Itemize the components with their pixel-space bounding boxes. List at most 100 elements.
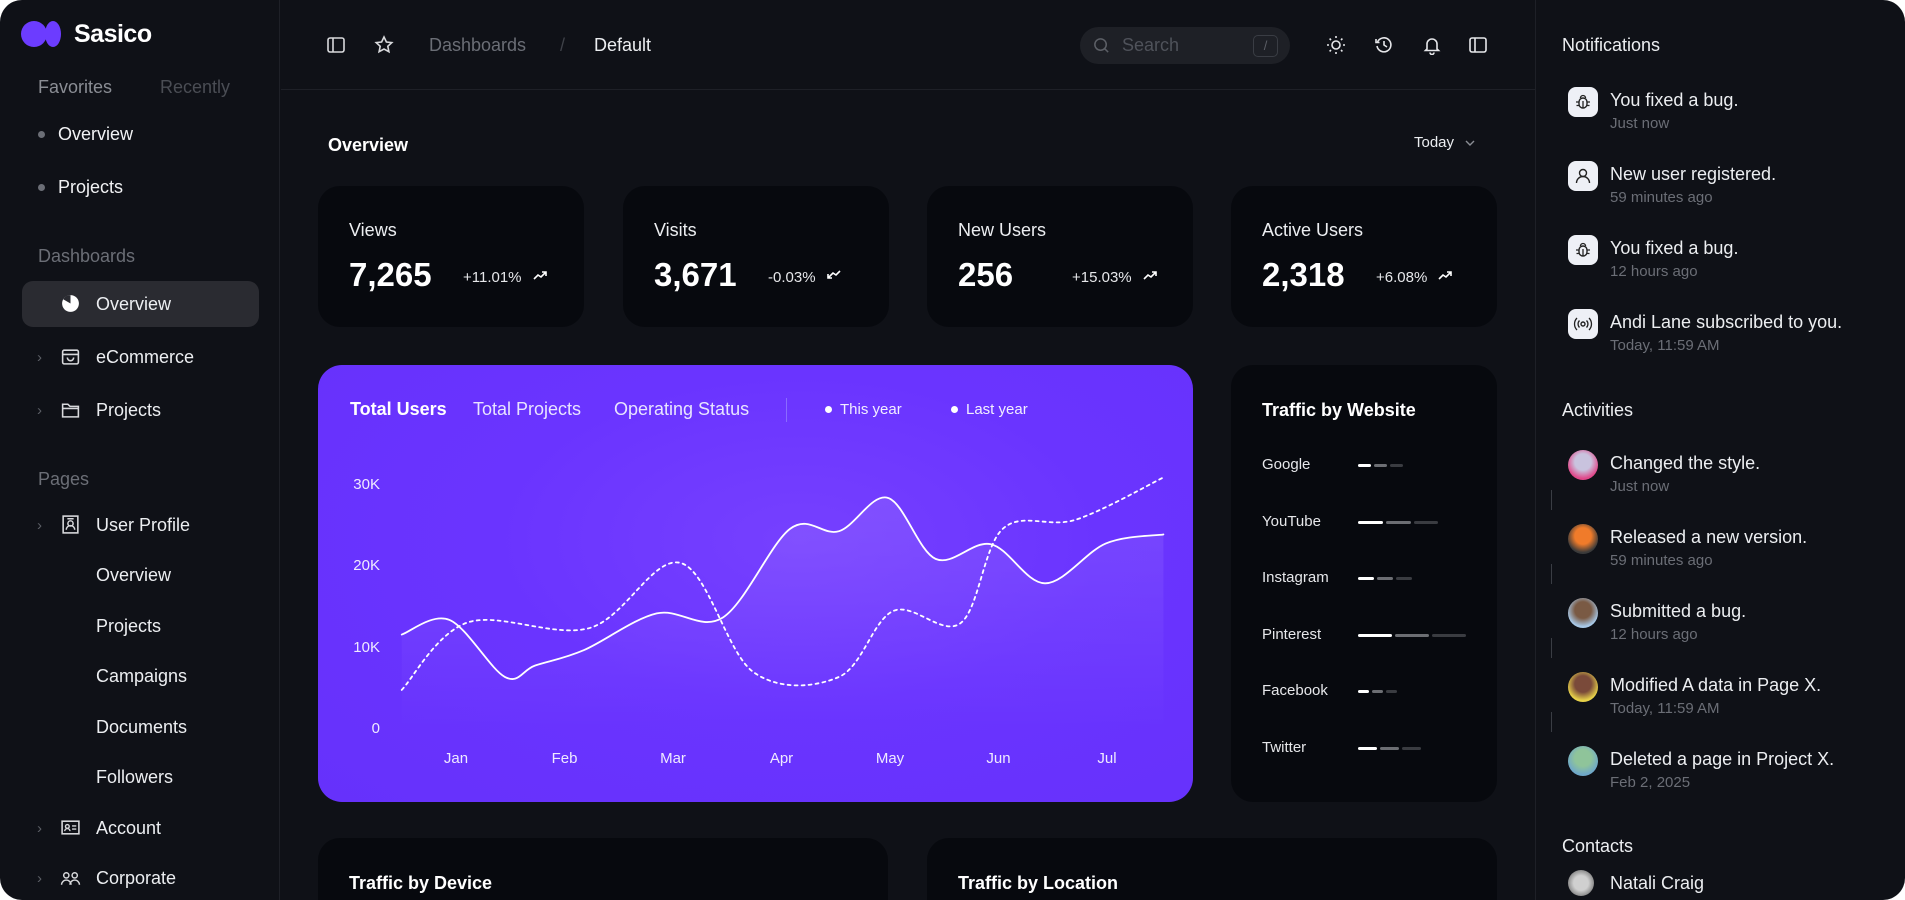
traffic-by-location-card: Traffic by Location bbox=[927, 838, 1497, 900]
sidebar-item-ecommerce[interactable]: › eCommerce bbox=[22, 334, 259, 380]
traffic-by-device-card: Traffic by Device bbox=[318, 838, 888, 900]
traffic-bar-segment bbox=[1358, 690, 1369, 693]
site-name: Instagram bbox=[1262, 569, 1329, 586]
sidebar-toggle-icon[interactable] bbox=[326, 35, 346, 55]
x-tick-label: Apr bbox=[769, 750, 794, 767]
activity-item[interactable]: Released a new version. 59 minutes ago bbox=[1568, 524, 1898, 574]
right-panel: Notifications You fixed a bug. Just now Ne… bbox=[1535, 0, 1905, 900]
stat-card-active-users: Active Users 2,318 +6.08% bbox=[1231, 186, 1497, 327]
trend-up-icon bbox=[532, 267, 548, 287]
bell-icon[interactable] bbox=[1422, 35, 1442, 55]
sidebar-item-corporate[interactable]: › Corporate bbox=[22, 859, 259, 899]
range-value: Today bbox=[1414, 134, 1455, 151]
card-title: Traffic by Device bbox=[349, 873, 493, 893]
traffic-bar-segment bbox=[1413, 520, 1439, 524]
sidebar-item-label: Overview bbox=[96, 565, 172, 585]
tab-recently[interactable]: Recently bbox=[160, 77, 231, 97]
sun-icon[interactable] bbox=[1326, 35, 1346, 55]
stat-label: New Users bbox=[958, 220, 1047, 240]
stat-change: +6.08% bbox=[1376, 267, 1453, 287]
favorite-item[interactable]: Projects bbox=[38, 177, 123, 198]
activity-item[interactable]: Submitted a bug. 12 hours ago bbox=[1568, 598, 1898, 648]
breadcrumb-separator: / bbox=[560, 35, 566, 55]
sidebar-item-projects[interactable]: Projects bbox=[22, 606, 259, 646]
sidebar-item-projects[interactable]: › Projects bbox=[22, 387, 259, 433]
sidebar-item-label: Followers bbox=[96, 767, 174, 787]
stat-label: Visits bbox=[654, 220, 697, 240]
search-icon bbox=[1094, 38, 1109, 53]
range-dropdown[interactable]: Today bbox=[1414, 134, 1476, 151]
user-profile-icon bbox=[60, 514, 81, 535]
avatar bbox=[1568, 524, 1598, 554]
avatar bbox=[1568, 870, 1594, 896]
activity-item[interactable]: Changed the style. Just now bbox=[1568, 450, 1898, 500]
sidebar-item-account[interactable]: › Account bbox=[22, 808, 259, 848]
sidebar-item-overview[interactable]: Overview bbox=[22, 556, 259, 596]
sidebar-item-followers[interactable]: Followers bbox=[22, 758, 259, 798]
tab-total-projects[interactable]: Total Projects bbox=[473, 399, 582, 419]
sidebar-item-label: User Profile bbox=[96, 514, 191, 535]
sidebar-item-user-profile[interactable]: › User Profile bbox=[22, 505, 259, 545]
notification-time: 59 minutes ago bbox=[1610, 189, 1713, 206]
stat-card-new-users: New Users 256 +15.03% bbox=[927, 186, 1193, 327]
trend-down-icon bbox=[826, 267, 842, 287]
tab-total-users[interactable]: Total Users bbox=[350, 399, 447, 419]
tab-favorites[interactable]: Favorites bbox=[38, 77, 113, 97]
user-icon bbox=[1568, 161, 1598, 191]
notification-item[interactable]: You fixed a bug. Just now bbox=[1568, 87, 1898, 137]
traffic-bar-segment bbox=[1358, 520, 1383, 524]
star-icon[interactable] bbox=[374, 35, 394, 55]
logo[interactable]: Sasico bbox=[20, 19, 152, 49]
avatar bbox=[1568, 450, 1598, 480]
traffic-bar-segment bbox=[1358, 464, 1371, 467]
chevron-right-icon[interactable]: › bbox=[37, 348, 42, 366]
notification-text: You fixed a bug. bbox=[1610, 90, 1739, 110]
notification-item[interactable]: You fixed a bug. 12 hours ago bbox=[1568, 235, 1898, 285]
legend-label: Last year bbox=[966, 401, 1028, 418]
sidebar-item-overview[interactable]: Overview bbox=[22, 281, 259, 327]
chevron-right-icon[interactable]: › bbox=[37, 401, 42, 419]
section-dashboards: Dashboards bbox=[38, 246, 136, 266]
sidebar-item-label: eCommerce bbox=[96, 346, 195, 367]
series-area bbox=[401, 497, 1164, 729]
y-tick-label: 10K bbox=[353, 638, 380, 656]
pie-chart-icon bbox=[60, 293, 81, 314]
chevron-right-icon[interactable]: › bbox=[37, 870, 42, 887]
shopping-bag-icon bbox=[60, 346, 81, 367]
timeline-connector bbox=[1551, 638, 1552, 658]
activity-item[interactable]: Deleted a page in Project X. Feb 2, 2025 bbox=[1568, 746, 1898, 796]
legend-item: Last year bbox=[951, 401, 1028, 418]
contact-item[interactable]: Natali Craig bbox=[1568, 870, 1898, 896]
stat-change: +15.03% bbox=[1072, 267, 1158, 287]
traffic-bar-segment bbox=[1432, 633, 1466, 637]
app-name: Sasico bbox=[74, 19, 152, 48]
notification-item[interactable]: Andi Lane subscribed to you. Today, 11:59… bbox=[1568, 309, 1898, 359]
stat-value: 3,671 bbox=[654, 256, 737, 293]
traffic-bar-segment bbox=[1385, 690, 1397, 693]
search-box[interactable]: Search / bbox=[1080, 27, 1290, 64]
avatar bbox=[1568, 672, 1598, 702]
notification-item[interactable]: New user registered. 59 minutes ago bbox=[1568, 161, 1898, 211]
panel-toggle-icon[interactable] bbox=[1468, 35, 1488, 55]
tab-operating-status[interactable]: Operating Status bbox=[614, 399, 750, 419]
x-tick-label: Feb bbox=[551, 750, 578, 767]
stat-change-value: +11.01% bbox=[463, 268, 522, 286]
page-title: Overview bbox=[328, 135, 409, 155]
breadcrumb-dashboards[interactable]: Dashboards bbox=[429, 35, 527, 55]
site-name: YouTube bbox=[1262, 512, 1321, 530]
search-input[interactable]: Search bbox=[1122, 35, 1180, 55]
stat-card-visits: Visits 3,671 -0.03% bbox=[623, 186, 889, 327]
y-tick-label: 0 bbox=[371, 720, 380, 737]
sidebar: Sasico Favorites Recently Overview Projec… bbox=[0, 0, 280, 900]
history-icon[interactable] bbox=[1374, 35, 1394, 55]
y-tick-label: 20K bbox=[353, 557, 380, 575]
sidebar-item-documents[interactable]: Documents bbox=[22, 707, 259, 747]
stat-card-views: Views 7,265 +11.01% bbox=[318, 186, 584, 327]
site-name: Google bbox=[1262, 456, 1311, 473]
legend-dot-icon bbox=[951, 406, 958, 413]
chevron-right-icon[interactable]: › bbox=[37, 516, 42, 534]
chevron-right-icon[interactable]: › bbox=[37, 819, 42, 837]
sidebar-item-campaigns[interactable]: Campaigns bbox=[22, 657, 259, 697]
activity-item[interactable]: Modified A data in Page X. Today, 11:59 A… bbox=[1568, 672, 1898, 722]
favorite-item[interactable]: Overview bbox=[38, 124, 133, 145]
